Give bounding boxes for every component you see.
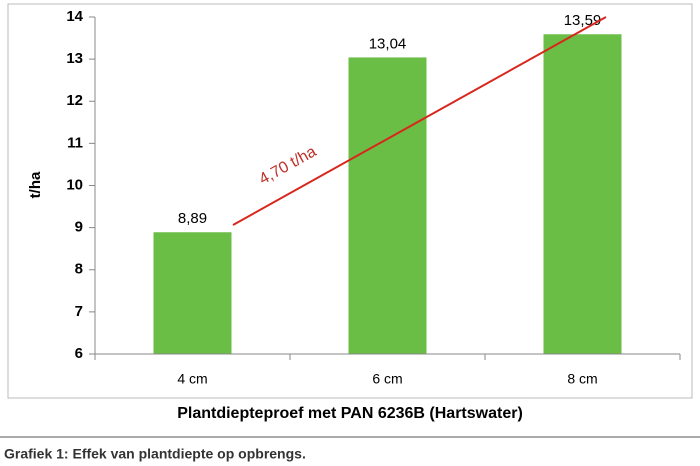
y-tick-label: 11	[67, 134, 83, 151]
y-tick-label: 12	[66, 92, 83, 109]
chart-frame	[7, 3, 693, 399]
x-axis-title: Plantdiepteproef met PAN 6236B (Hartswat…	[177, 405, 523, 422]
x-tick-label: 8 cm	[567, 371, 597, 387]
y-tick-label: 10	[66, 176, 83, 193]
data-label: 8,89	[178, 210, 207, 227]
y-tick-label: 13	[66, 50, 83, 67]
data-label: 13,04	[369, 35, 407, 52]
y-tick-label: 14	[66, 8, 83, 25]
bar	[543, 34, 622, 355]
trend-line	[232, 16, 607, 226]
caption: Grafiek 1: Effek van plantdiepte op opbr…	[4, 446, 306, 462]
x-tick-label: 6 cm	[372, 371, 402, 387]
y-axis-title: t/ha	[27, 171, 44, 198]
y-tick-label: 9	[75, 219, 83, 236]
y-tick-label: 8	[75, 261, 83, 278]
x-tick-label: 4 cm	[177, 371, 207, 387]
bar	[348, 57, 427, 354]
data-label: 13,59	[564, 12, 602, 29]
y-tick-label: 7	[75, 303, 83, 320]
y-tick-label: 6	[75, 345, 83, 362]
bar	[153, 232, 232, 354]
